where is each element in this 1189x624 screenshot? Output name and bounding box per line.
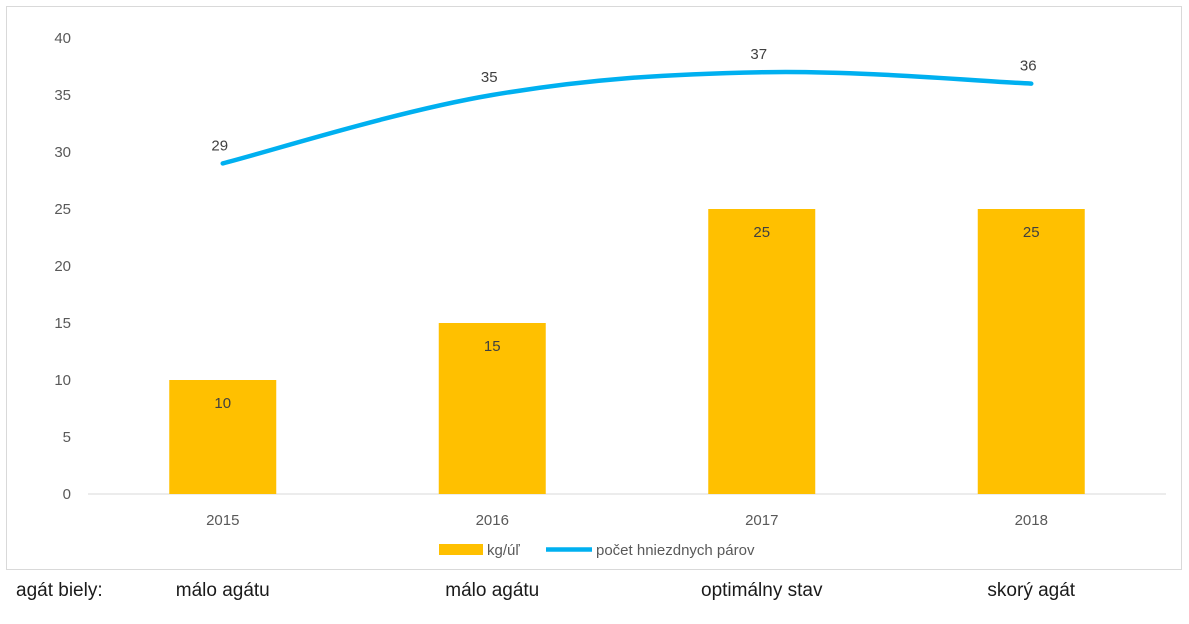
bar-value-label: 25 [753, 224, 770, 241]
y-tick-label: 15 [54, 315, 71, 332]
bar [438, 323, 546, 494]
x-tick-label: 2015 [206, 512, 239, 529]
bar [169, 380, 277, 494]
bar-value-label: 25 [1023, 224, 1040, 241]
y-tick-label: 20 [54, 258, 71, 275]
y-tick-label: 40 [54, 30, 71, 47]
line-value-label: 37 [750, 46, 767, 63]
x-tick-label: 2016 [476, 512, 509, 529]
line-value-label: 36 [1020, 58, 1037, 75]
bar-data-labels: 10 15 25 25 [214, 224, 1039, 412]
line-series [220, 69, 1034, 166]
bar-value-label: 10 [214, 395, 231, 412]
x-axis-ticks: 2015 2016 2017 2018 [206, 512, 1048, 529]
footer-label: agát biely: [16, 580, 103, 601]
legend-label-line: počet hniezdnych párov [596, 542, 755, 559]
bar [708, 209, 816, 494]
y-axis-ticks: 0 5 10 15 20 25 30 35 40 [54, 30, 71, 503]
legend-swatch-bar [439, 544, 483, 555]
legend: kg/úľ počet hniezdnych párov [439, 542, 755, 559]
footer-note: optimálny stav [701, 580, 823, 601]
y-tick-label: 30 [54, 144, 71, 161]
y-tick-label: 0 [63, 486, 71, 503]
footer-note: málo agátu [445, 580, 540, 601]
legend-label-bar: kg/úľ [487, 542, 520, 559]
y-tick-label: 35 [54, 87, 71, 104]
x-tick-label: 2017 [745, 512, 778, 529]
line-value-label: 35 [481, 69, 498, 86]
y-tick-label: 25 [54, 201, 71, 218]
line-value-label: 29 [211, 137, 228, 154]
footer-note: skorý agát [987, 580, 1076, 601]
footer-notes-row: agát biely: málo agátu málo agátu optimá… [0, 580, 1189, 610]
x-tick-label: 2018 [1015, 512, 1048, 529]
y-tick-label: 10 [54, 372, 71, 389]
footer-note: málo agátu [175, 580, 270, 601]
bar [977, 209, 1085, 494]
y-tick-label: 5 [63, 429, 71, 446]
bar-series [169, 209, 1085, 494]
bar-value-label: 15 [484, 338, 501, 355]
line-data-labels: 29 35 37 36 [211, 46, 1036, 154]
